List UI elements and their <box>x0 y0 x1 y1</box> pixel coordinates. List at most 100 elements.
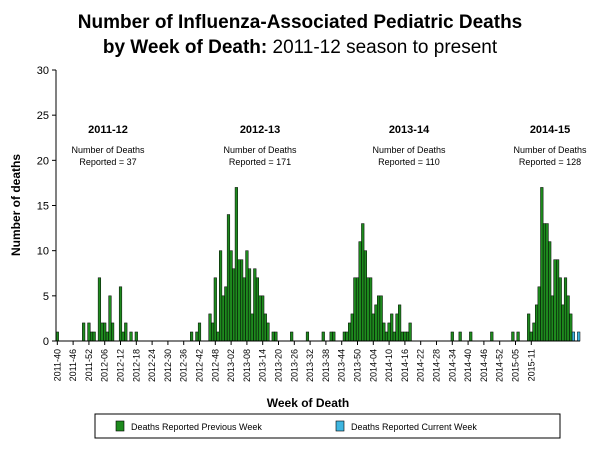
bar-previous-week <box>550 295 554 342</box>
bar-previous-week <box>271 331 275 342</box>
bar-previous-week <box>245 250 249 342</box>
bar-previous-week <box>345 331 349 342</box>
bar-previous-week <box>556 259 560 342</box>
season-annotation-title: 2013-14 <box>389 124 430 136</box>
bar-previous-week <box>569 313 573 342</box>
bar-previous-week <box>329 331 333 342</box>
bar-previous-week <box>348 322 352 342</box>
x-tick-label: 2013-38 <box>321 349 331 382</box>
season-annotation-line1: Number of Deaths <box>223 145 297 155</box>
x-tick-label: 2013-32 <box>305 349 315 382</box>
bar-previous-week <box>558 277 562 342</box>
bar-previous-week <box>208 313 212 342</box>
bar-previous-week <box>382 322 386 342</box>
bar-previous-week <box>371 313 375 342</box>
bar-previous-week <box>253 268 257 342</box>
bar-previous-week <box>548 241 552 342</box>
bar-previous-week <box>129 331 133 342</box>
bar-previous-week <box>274 331 278 342</box>
bar-previous-week <box>332 331 336 342</box>
bar-previous-week <box>124 322 128 342</box>
bar-previous-week <box>408 322 412 342</box>
x-tick-label: 2012-24 <box>147 349 157 382</box>
bar-previous-week <box>353 277 357 342</box>
x-tick-label: 2014-10 <box>384 349 394 382</box>
bar-previous-week <box>527 313 531 342</box>
bar-previous-week <box>321 331 325 342</box>
bar-previous-week <box>511 331 515 342</box>
bar-previous-week <box>390 313 394 342</box>
season-annotation-line2: Reported = 171 <box>229 157 291 167</box>
legend-label-previous: Deaths Reported Previous Week <box>131 422 262 432</box>
bar-previous-week <box>400 331 404 342</box>
y-tick-label: 15 <box>37 201 49 213</box>
x-tick-label: 2014-34 <box>447 349 457 382</box>
bar-previous-week <box>89 331 94 342</box>
season-annotation-line1: Number of Deaths <box>513 145 587 155</box>
bar-previous-week <box>532 322 536 342</box>
bar-previous-week <box>355 277 360 342</box>
bar-previous-week <box>350 313 354 342</box>
bar-previous-week <box>250 313 254 342</box>
plot-area: 0 5 10 15 20 25 30 2011-40 2011-46 2011-52 2012-06… <box>37 65 587 382</box>
x-tick-label: 2013-08 <box>242 349 252 382</box>
bar-previous-week <box>540 187 544 342</box>
legend-swatch-previous <box>115 420 125 432</box>
bar-previous-week <box>377 295 381 342</box>
chart-title-line2: by Week of Death: 2011-12 season to pres… <box>103 37 498 58</box>
chart-title-line2-bold: by Week of Death: <box>103 37 267 58</box>
bar-previous-week <box>534 304 539 342</box>
bar-previous-week <box>258 295 262 342</box>
bar-previous-week <box>469 331 473 342</box>
bar-previous-week <box>369 277 373 342</box>
bar-previous-week <box>195 331 199 342</box>
y-tick-label: 20 <box>37 155 49 167</box>
bar-previous-week <box>121 331 125 342</box>
legend-label-current: Deaths Reported Current Week <box>351 422 477 432</box>
bar-previous-week <box>87 322 91 342</box>
x-tick-label: 2012-48 <box>210 349 220 382</box>
bar-previous-week <box>229 250 233 342</box>
x-tick-label: 2013-02 <box>226 349 236 382</box>
bar-previous-week <box>232 268 236 342</box>
season-annotation-title: 2014-15 <box>530 124 570 136</box>
bar-current-week <box>577 331 581 342</box>
bar-previous-week <box>403 331 407 342</box>
y-tick-label: 30 <box>37 65 49 77</box>
x-tick-label: 2011-46 <box>68 349 78 381</box>
bar-previous-week <box>374 304 378 342</box>
bar-previous-week <box>197 322 202 342</box>
bar-previous-week <box>213 277 217 342</box>
bar-previous-week <box>537 286 541 342</box>
bar-previous-week <box>395 313 399 342</box>
bar-previous-week <box>305 331 310 342</box>
y-tick-label: 10 <box>37 246 49 258</box>
bar-previous-week <box>553 259 557 342</box>
season-annotation-line2: Reported = 37 <box>79 157 136 167</box>
x-tick-label: 2015-11 <box>526 349 536 381</box>
bar-previous-week <box>92 331 96 342</box>
x-tick-label: 2013-14 <box>258 349 268 382</box>
bar-previous-week <box>219 250 223 342</box>
y-tick-label: 25 <box>37 110 49 122</box>
season-annotation-line1: Number of Deaths <box>372 145 446 155</box>
x-tick-label: 2014-46 <box>479 349 489 382</box>
season-annotation-line2: Reported = 110 <box>378 157 440 167</box>
bar-previous-week <box>261 295 265 342</box>
bar-previous-week <box>545 223 549 342</box>
bar-previous-week <box>290 331 294 342</box>
x-tick-label: 2013-44 <box>337 349 347 382</box>
x-tick-label: 2014-16 <box>400 349 410 382</box>
bar-previous-week <box>234 187 238 342</box>
bar-previous-week <box>342 331 346 342</box>
bar-previous-week <box>255 277 259 342</box>
x-tick-label: 2014-28 <box>431 349 441 382</box>
bar-previous-week <box>561 304 565 342</box>
bar-previous-week <box>242 277 246 342</box>
x-tick-label: 2014-52 <box>495 349 505 382</box>
x-tick-label: 2012-42 <box>195 349 205 382</box>
bar-previous-week <box>108 295 112 342</box>
bar-previous-week <box>361 223 365 342</box>
x-tick-label: 2012-30 <box>163 349 173 382</box>
